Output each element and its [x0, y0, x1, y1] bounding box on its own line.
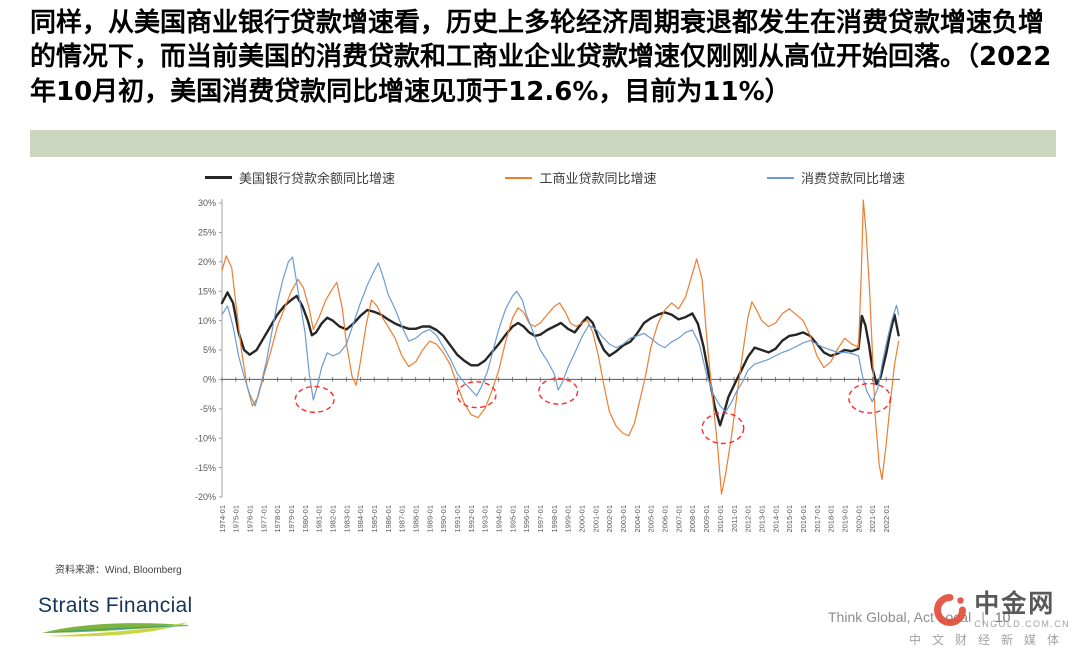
chart-area: 美国银行贷款余额同比增速 工商业贷款同比增速 消费贷款同比增速 30% 25% 20…	[180, 162, 920, 574]
svg-text:1984-01: 1984-01	[356, 505, 365, 533]
svg-text:2014-01: 2014-01	[771, 505, 780, 533]
svg-text:1992-01: 1992-01	[467, 505, 476, 533]
svg-text:-5%: -5%	[200, 404, 216, 414]
svg-text:2012-01: 2012-01	[744, 505, 753, 533]
section-divider-band	[30, 130, 1056, 157]
svg-text:2022-01: 2022-01	[882, 505, 891, 533]
svg-text:1987-01: 1987-01	[398, 505, 407, 533]
svg-text:-15%: -15%	[195, 463, 216, 473]
svg-text:1999-01: 1999-01	[564, 505, 573, 533]
svg-text:-20%: -20%	[195, 492, 216, 502]
svg-text:2019-01: 2019-01	[840, 505, 849, 533]
legend-label-consumer-loans: 消费贷款同比增速	[800, 171, 905, 186]
svg-text:2021-01: 2021-01	[868, 505, 877, 533]
svg-text:1979-01: 1979-01	[287, 505, 296, 533]
svg-text:1998-01: 1998-01	[550, 505, 559, 533]
svg-text:2009-01: 2009-01	[702, 505, 711, 533]
svg-text:2000-01: 2000-01	[578, 505, 587, 533]
watermark-title: 中金网	[974, 590, 1056, 619]
svg-text:1982-01: 1982-01	[328, 505, 337, 533]
svg-text:0%: 0%	[203, 375, 216, 385]
svg-text:1974-01: 1974-01	[218, 505, 227, 533]
svg-text:2002-01: 2002-01	[605, 505, 614, 533]
legend-label-ci-loans: 工商业贷款同比增速	[539, 171, 657, 186]
svg-text:1996-01: 1996-01	[522, 505, 531, 533]
brand-swoosh-icon	[42, 622, 188, 637]
svg-text:1986-01: 1986-01	[384, 505, 393, 533]
legend-swatch-blue-line	[766, 176, 794, 179]
source-label: 资料来源：	[55, 565, 105, 576]
svg-text:20%: 20%	[198, 257, 216, 267]
svg-text:2007-01: 2007-01	[674, 505, 683, 533]
svg-text:2006-01: 2006-01	[661, 505, 670, 533]
svg-text:2005-01: 2005-01	[647, 505, 656, 533]
svg-text:2015-01: 2015-01	[785, 505, 794, 533]
svg-text:1997-01: 1997-01	[536, 505, 545, 533]
svg-text:2003-01: 2003-01	[619, 505, 628, 533]
svg-text:1990-01: 1990-01	[439, 505, 448, 533]
svg-text:1981-01: 1981-01	[315, 505, 324, 533]
svg-text:2020-01: 2020-01	[854, 505, 863, 533]
svg-text:2004-01: 2004-01	[633, 505, 642, 533]
watermark-text-column: 中金网 CNGOLD.COM.CN	[974, 590, 1070, 629]
footer-separator: |	[981, 609, 985, 625]
headline-text: 同样，从美国商业银行贷款增速看，历史上多轮经济周期衰退都发生在消费贷款增速负增的…	[30, 8, 1052, 107]
page-number: 10	[994, 609, 1011, 625]
svg-text:2008-01: 2008-01	[688, 505, 697, 533]
svg-text:25%: 25%	[198, 228, 216, 238]
svg-text:1988-01: 1988-01	[412, 505, 421, 533]
svg-text:1976-01: 1976-01	[245, 505, 254, 533]
svg-text:5%: 5%	[203, 345, 216, 355]
watermark-subtitle: 中文财经新媒体	[908, 633, 1070, 647]
svg-text:1991-01: 1991-01	[453, 505, 462, 533]
legend-swatch-orange-line	[505, 176, 533, 179]
legend-swatch-black-line	[205, 176, 232, 179]
svg-text:2016-01: 2016-01	[799, 505, 808, 533]
svg-text:1994-01: 1994-01	[495, 505, 504, 533]
straits-financial-logo: Straits Financial	[38, 594, 193, 638]
svg-text:30%: 30%	[198, 198, 216, 208]
watermark-url: CNGOLD.COM.CN	[974, 618, 1070, 629]
svg-text:1985-01: 1985-01	[370, 505, 379, 533]
svg-text:2017-01: 2017-01	[813, 505, 822, 533]
legend-label-total-loans: 美国银行贷款余额同比增速	[239, 171, 396, 186]
brand-wordmark: Straits Financial	[38, 594, 193, 617]
svg-text:1975-01: 1975-01	[232, 505, 241, 533]
svg-text:1993-01: 1993-01	[481, 505, 490, 533]
svg-text:1978-01: 1978-01	[273, 505, 282, 533]
legend-item-consumer-loans: 消费贷款同比增速	[766, 168, 905, 187]
svg-text:2010-01: 2010-01	[716, 505, 725, 533]
svg-text:1983-01: 1983-01	[342, 505, 351, 533]
svg-text:2013-01: 2013-01	[757, 505, 766, 533]
cngold-logo-icon	[934, 594, 967, 626]
svg-text:-10%: -10%	[195, 433, 216, 443]
svg-text:1980-01: 1980-01	[301, 505, 310, 533]
source-value: Wind, Bloomberg	[105, 565, 182, 576]
svg-text:15%: 15%	[198, 286, 216, 296]
svg-text:2011-01: 2011-01	[730, 505, 739, 532]
chart-legend: 美国银行贷款余额同比增速 工商业贷款同比增速 消费贷款同比增速	[205, 168, 905, 187]
source-note: 资料来源：Wind, Bloomberg	[55, 561, 182, 576]
svg-text:1977-01: 1977-01	[259, 505, 268, 533]
legend-item-ci-loans: 工商业贷款同比增速	[505, 168, 657, 187]
watermark-header-row: 中金网 CNGOLD.COM.CN	[909, 591, 1070, 629]
loan-growth-chart: 30% 25% 20% 15% 10% 5% 0% -5% -10% -15% -20%1974-0…	[195, 198, 900, 533]
svg-text:1989-01: 1989-01	[425, 505, 434, 533]
svg-text:10%: 10%	[198, 316, 216, 326]
svg-text:2018-01: 2018-01	[827, 505, 836, 533]
svg-text:1995-01: 1995-01	[508, 505, 517, 533]
legend-item-total-loans: 美国银行贷款余额同比增速	[205, 168, 395, 187]
svg-text:2001-01: 2001-01	[591, 505, 600, 533]
cngold-watermark: 中金网 CNGOLD.COM.CN 中文财经新媒体	[909, 591, 1070, 648]
